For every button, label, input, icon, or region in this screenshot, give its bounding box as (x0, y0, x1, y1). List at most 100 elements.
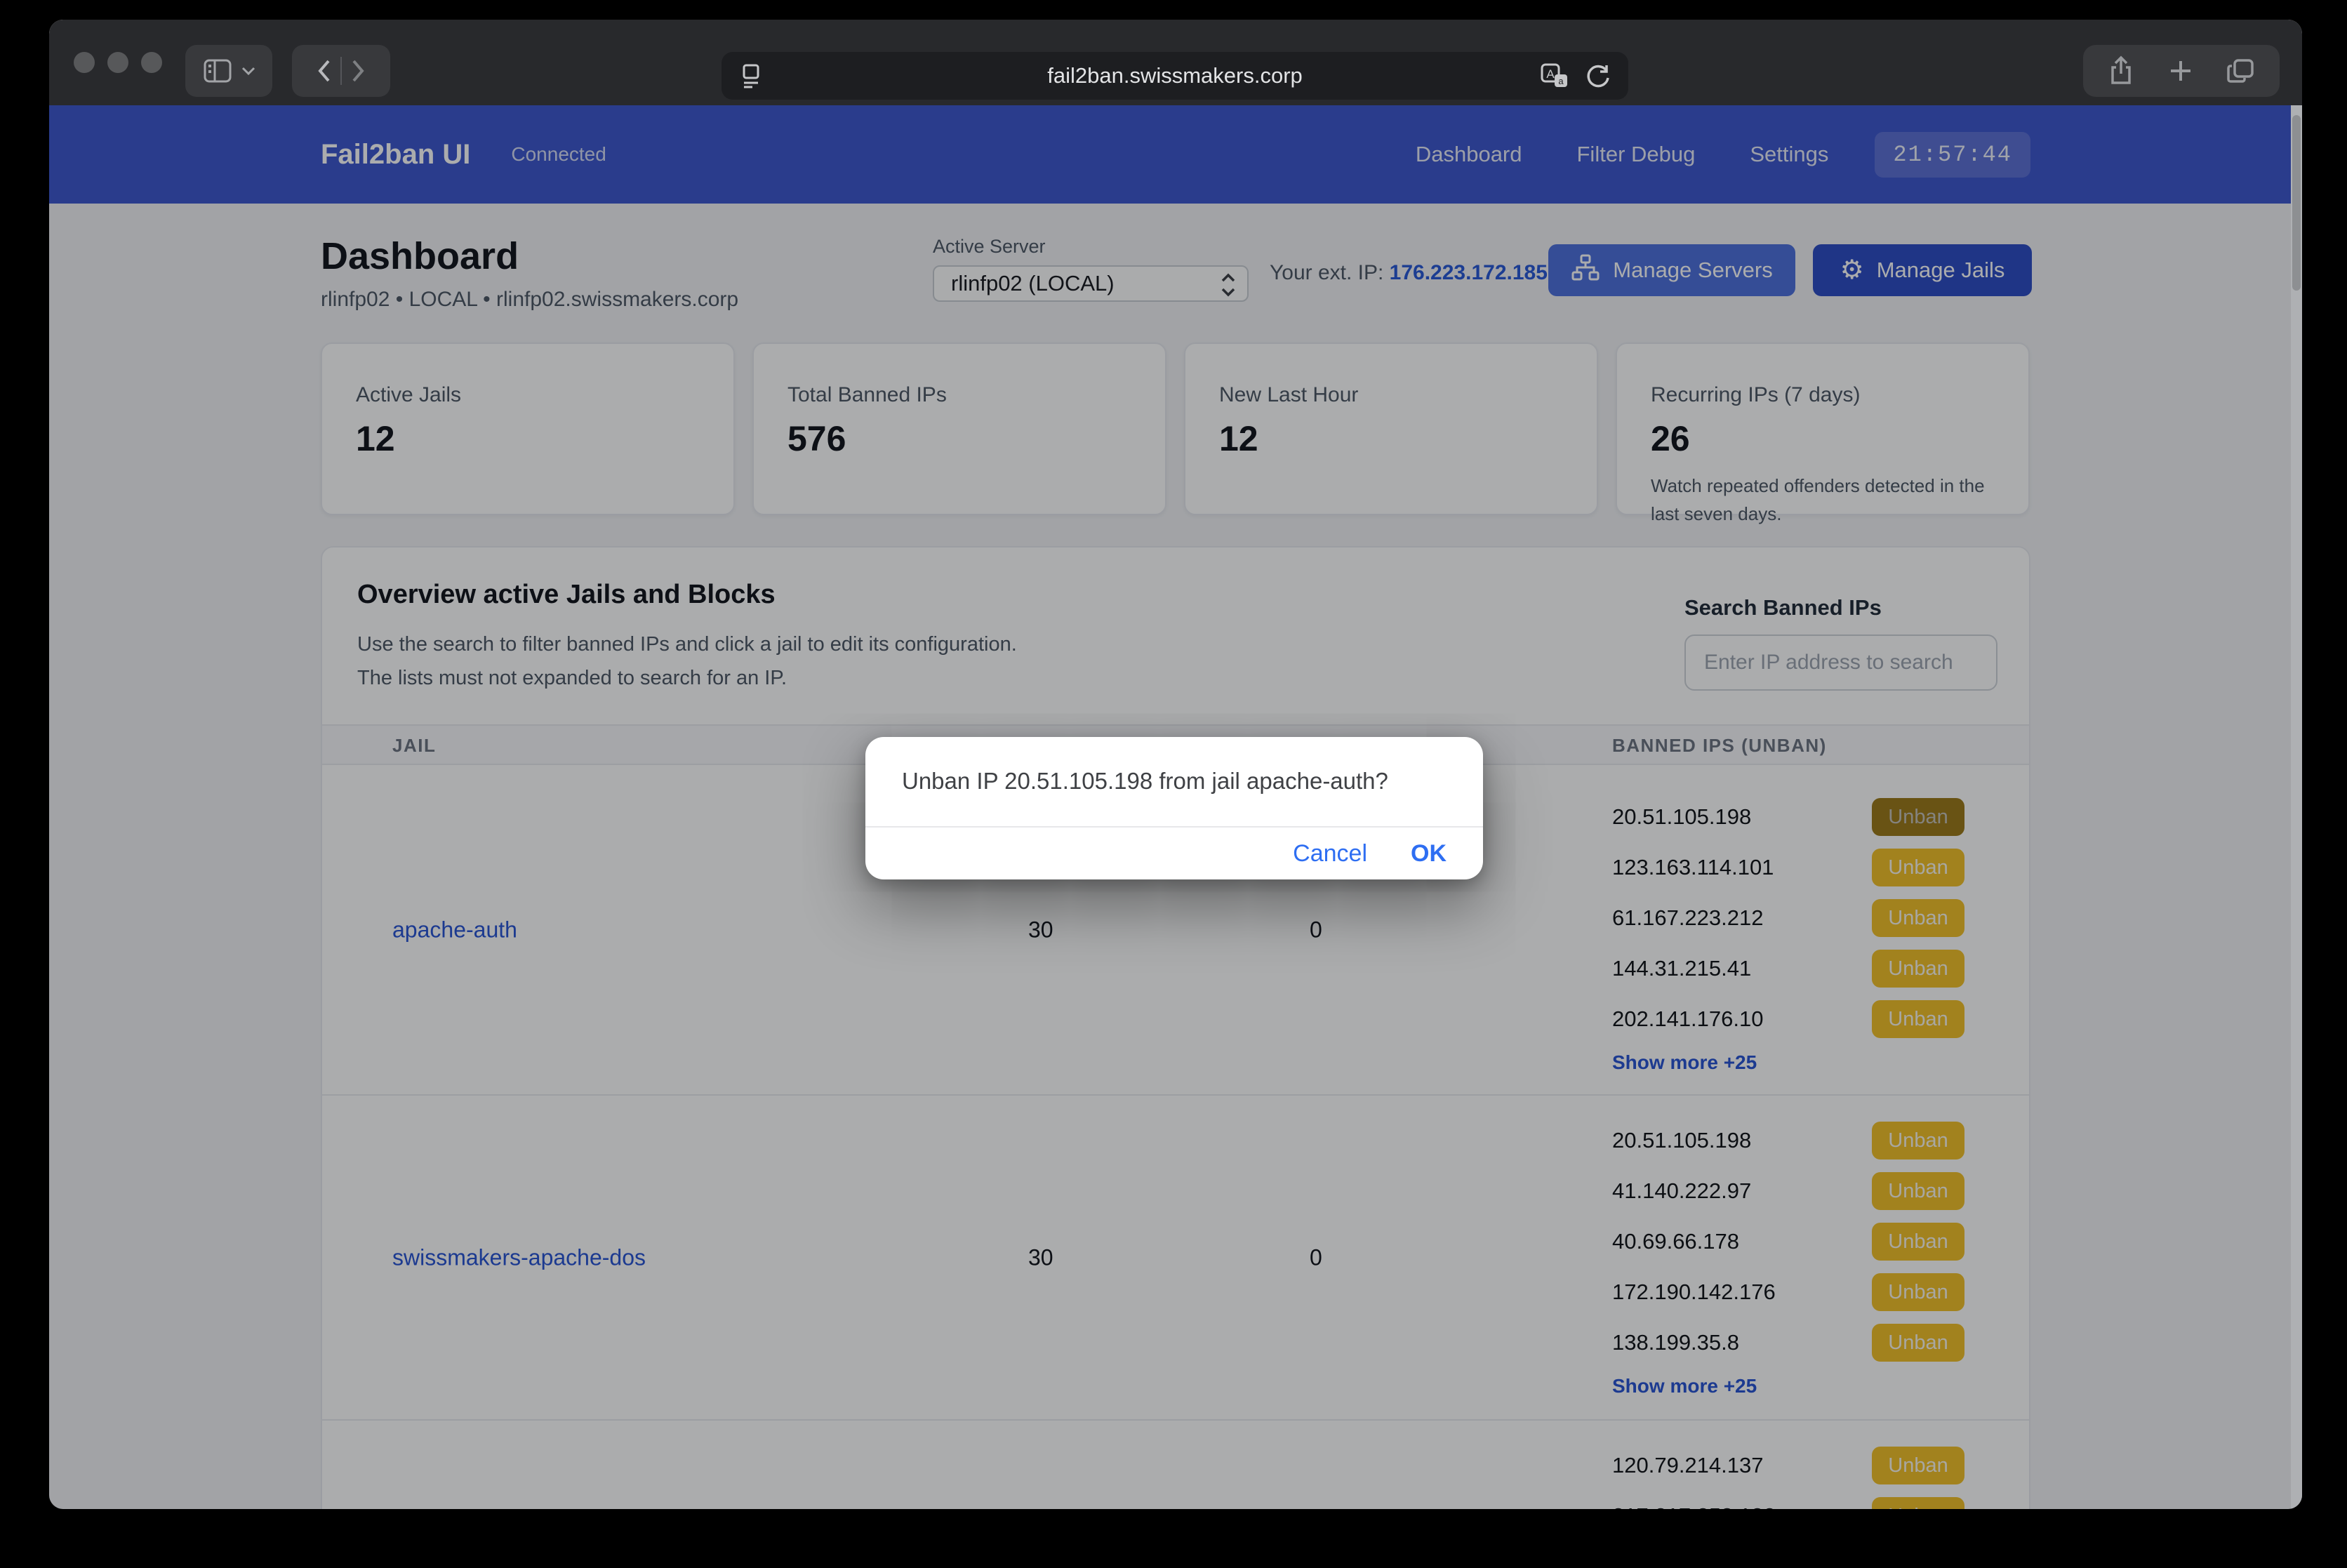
browser-window: fail2ban.swissmakers.corp A a (49, 20, 2302, 1509)
translate-icon[interactable]: A a (1540, 62, 1569, 89)
ok-button[interactable]: OK (1411, 839, 1447, 867)
overview-description-1: Use the search to filter banned IPs and … (357, 633, 1017, 656)
stat-value: 576 (787, 419, 846, 458)
column-banned-ips: BANNED IPS (UNBAN) (1612, 735, 1827, 756)
stat-card-new-last-hour: New Last Hour 12 (1184, 343, 1598, 515)
forward-icon[interactable] (347, 57, 368, 85)
list-item: 138.199.35.8 Unban (1612, 1317, 1964, 1368)
manage-jails-button[interactable]: ⚙ Manage Jails (1813, 244, 2032, 296)
external-ip-value[interactable]: 176.223.172.185 (1389, 261, 1548, 284)
column-jail: JAIL (392, 735, 437, 756)
minimize-window-icon[interactable] (107, 52, 128, 73)
overview-title: Overview active Jails and Blocks (357, 580, 776, 609)
overview-description-2: The lists must not expanded to search fo… (357, 667, 787, 689)
external-ip: Your ext. IP: 176.223.172.185 (1270, 261, 1548, 285)
active-server-select[interactable]: rlinfp02 (LOCAL) (933, 265, 1249, 302)
search-banned-ips-label: Search Banned IPs (1684, 595, 1882, 620)
sitemap-icon (1571, 253, 1600, 287)
banned-ip: 123.163.114.101 (1612, 855, 1774, 879)
unban-button[interactable]: Unban (1872, 899, 1964, 937)
manage-jails-label: Manage Jails (1876, 258, 2005, 282)
jail-link-apache-auth[interactable]: apache-auth (392, 917, 517, 942)
unban-confirm-dialog: Unban IP 20.51.105.198 from jail apache-… (865, 737, 1483, 879)
table-row: apache-auth 30 0 20.51.105.198 Unban 123… (322, 765, 2029, 1096)
manage-servers-button[interactable]: Manage Servers (1548, 244, 1795, 296)
new-tab-icon[interactable] (2167, 58, 2194, 84)
active-server-value: rlinfp02 (LOCAL) (951, 271, 1115, 295)
unban-button[interactable]: Unban (1872, 1122, 1964, 1160)
tab-overview-icon[interactable] (2226, 57, 2256, 85)
toolbar-right-group (2083, 45, 2280, 97)
nav-item-settings[interactable]: Settings (1750, 142, 1829, 166)
list-item: 217.217.253.132 Unban (1612, 1491, 1964, 1509)
active-server-label: Active Server (933, 236, 1046, 257)
page-format-icon[interactable] (740, 61, 762, 91)
unban-button[interactable]: Unban (1872, 950, 1964, 988)
share-icon[interactable] (2107, 55, 2135, 87)
search-input[interactable] (1684, 634, 1997, 691)
window-controls (74, 52, 162, 73)
back-icon[interactable] (314, 57, 335, 85)
app-navbar: Fail2ban UI Connected Dashboard Filter D… (49, 105, 2302, 204)
banned-ip: 20.51.105.198 (1612, 1128, 1752, 1152)
banned-ip-list: 120.79.214.137 Unban 217.217.253.132 Unb… (1612, 1440, 1964, 1509)
unban-button[interactable]: Unban (1872, 1172, 1964, 1210)
dialog-message: Unban IP 20.51.105.198 from jail apache-… (902, 768, 1388, 794)
show-more-link[interactable]: Show more +25 (1612, 1051, 1757, 1073)
banned-ip: 217.217.253.132 (1612, 1503, 1776, 1509)
nav-item-dashboard[interactable]: Dashboard (1415, 142, 1522, 166)
address-bar[interactable]: fail2ban.swissmakers.corp A a (722, 52, 1628, 100)
clock-badge: 21:57:44 (1875, 131, 2030, 178)
stat-label: Recurring IPs (7 days) (1651, 383, 1861, 406)
svg-text:a: a (1558, 76, 1564, 86)
history-nav-group (292, 45, 390, 97)
page-title: Dashboard (321, 235, 519, 277)
unban-button[interactable]: Unban (1872, 1273, 1964, 1311)
unban-button[interactable]: Unban (1872, 1497, 1964, 1509)
list-item: 172.190.142.176 Unban (1612, 1267, 1964, 1317)
list-item: 202.141.176.10 Unban (1612, 994, 1964, 1044)
toolbar-divider (340, 57, 342, 85)
list-item: 40.69.66.178 Unban (1612, 1216, 1964, 1267)
page-subtitle: rlinfp02 • LOCAL • rlinfp02.swissmakers.… (321, 288, 739, 311)
table-row: 120.79.214.137 Unban 217.217.253.132 Unb… (322, 1421, 2029, 1509)
sidebar-icon[interactable] (201, 57, 234, 85)
new-last-hour-value: 0 (1310, 1244, 1322, 1270)
stat-card-recurring-ips: Recurring IPs (7 days) 26 Watch repeated… (1616, 343, 2030, 524)
unban-button[interactable]: Unban (1872, 849, 1964, 886)
list-item: 120.79.214.137 Unban (1612, 1440, 1964, 1491)
unban-button[interactable]: Unban (1872, 1000, 1964, 1038)
nav-item-filter-debug[interactable]: Filter Debug (1576, 142, 1696, 166)
banned-ip: 172.190.142.176 (1612, 1280, 1776, 1304)
scrollbar[interactable] (2291, 105, 2302, 1509)
cancel-button[interactable]: Cancel (1293, 839, 1367, 867)
zoom-window-icon[interactable] (141, 52, 162, 73)
gear-icon: ⚙ (1840, 255, 1864, 285)
stat-label: Active Jails (356, 383, 462, 406)
banned-ip-list: 20.51.105.198 Unban 123.163.114.101 Unba… (1612, 792, 1964, 1074)
unban-button[interactable]: Unban (1872, 1447, 1964, 1484)
stat-description: Watch repeated offenders detected in the… (1651, 475, 1985, 525)
banned-ip: 120.79.214.137 (1612, 1453, 1764, 1477)
sidebar-toggle-group[interactable] (185, 45, 272, 97)
banned-ip: 20.51.105.198 (1612, 804, 1752, 829)
jail-link-swissmakers-apache-dos[interactable]: swissmakers-apache-dos (392, 1244, 646, 1270)
stat-card-active-jails: Active Jails 12 (321, 343, 735, 515)
banned-ip: 138.199.35.8 (1612, 1330, 1740, 1355)
chevron-down-icon[interactable] (241, 66, 256, 76)
close-window-icon[interactable] (74, 52, 95, 73)
banned-ip: 41.140.222.97 (1612, 1178, 1752, 1203)
dialog-divider (865, 826, 1483, 828)
url-text: fail2ban.swissmakers.corp (1047, 63, 1303, 88)
show-more-link[interactable]: Show more +25 (1612, 1375, 1757, 1397)
banned-ip: 40.69.66.178 (1612, 1229, 1740, 1254)
scrollbar-thumb[interactable] (2292, 115, 2301, 291)
unban-button[interactable]: Unban (1872, 798, 1964, 836)
total-banned-value: 30 (1028, 917, 1053, 942)
unban-button[interactable]: Unban (1872, 1223, 1964, 1261)
stat-value: 26 (1651, 419, 1690, 458)
banned-ip: 202.141.176.10 (1612, 1006, 1764, 1031)
reload-icon[interactable] (1585, 62, 1611, 89)
unban-button[interactable]: Unban (1872, 1324, 1964, 1362)
banned-ip: 144.31.215.41 (1612, 956, 1752, 981)
